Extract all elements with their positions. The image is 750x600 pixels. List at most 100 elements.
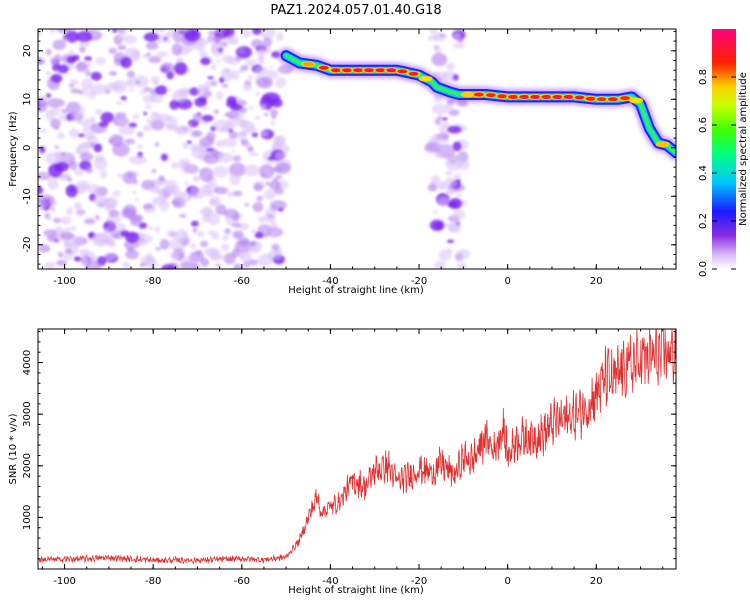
noise-blob bbox=[149, 94, 164, 103]
ridge-core-hot bbox=[473, 92, 484, 97]
noise-blob bbox=[447, 125, 462, 134]
spectrogram-x-axis-label: Height of straight line (km) bbox=[288, 285, 424, 296]
ridge-core-hot bbox=[574, 95, 585, 100]
colorbar-tick-label: 0.8 bbox=[698, 69, 709, 85]
noise-blob bbox=[189, 251, 205, 263]
ridge-core-hot bbox=[519, 94, 530, 99]
noise-blob bbox=[120, 96, 127, 101]
colorbar-gradient bbox=[712, 29, 736, 269]
noise-blob bbox=[261, 131, 269, 137]
noise-blob bbox=[143, 86, 151, 92]
noise-blob bbox=[95, 108, 103, 116]
noise-blob bbox=[48, 163, 63, 178]
noise-blob bbox=[222, 234, 230, 242]
noise-blob bbox=[143, 111, 147, 116]
noise-blob bbox=[200, 57, 211, 66]
noise-blob bbox=[38, 186, 44, 195]
figure-title: PAZ1.2024.057.01.40.G18 bbox=[270, 3, 441, 18]
noise-blob bbox=[268, 180, 281, 190]
noise-blob bbox=[456, 193, 462, 198]
noise-blob bbox=[215, 263, 221, 267]
noise-blob bbox=[132, 190, 137, 195]
ridge-core-hot bbox=[497, 94, 508, 99]
noise-blob bbox=[265, 181, 270, 186]
noise-blob bbox=[429, 29, 438, 35]
noise-blob bbox=[228, 131, 239, 139]
noise-blob bbox=[169, 252, 180, 260]
noise-blob bbox=[107, 223, 117, 232]
ridge-core-hot bbox=[375, 68, 386, 73]
noise-blob bbox=[149, 180, 157, 184]
noise-blob bbox=[46, 98, 65, 108]
heatmap-ridge bbox=[278, 47, 676, 161]
noise-blob bbox=[207, 76, 214, 80]
noise-blob bbox=[159, 238, 170, 250]
noise-blob bbox=[439, 33, 446, 38]
noise-blob bbox=[71, 235, 83, 248]
noise-blob bbox=[209, 196, 222, 207]
noise-blob bbox=[254, 66, 268, 76]
noise-blob bbox=[206, 213, 220, 226]
ridge-core-hot bbox=[563, 94, 574, 99]
noise-blob bbox=[210, 64, 217, 70]
noise-blob bbox=[61, 37, 69, 43]
noise-blob bbox=[237, 47, 245, 55]
noise-blob bbox=[238, 222, 250, 231]
ridge-core-hot bbox=[303, 62, 314, 67]
noise-blob bbox=[446, 239, 455, 244]
ridge-core-hot bbox=[386, 68, 397, 73]
noise-blob bbox=[54, 145, 60, 149]
noise-blob bbox=[49, 29, 56, 34]
noise-blob bbox=[84, 56, 93, 61]
noise-blob bbox=[179, 214, 187, 218]
noise-blob bbox=[200, 240, 209, 248]
noise-blob bbox=[87, 90, 97, 99]
noise-blob bbox=[255, 49, 265, 56]
noise-blob bbox=[199, 136, 215, 147]
noise-blob bbox=[138, 222, 148, 229]
noise-blob bbox=[143, 203, 153, 210]
noise-blob bbox=[276, 32, 284, 41]
noise-blob bbox=[148, 226, 154, 231]
noise-blob bbox=[162, 39, 171, 44]
noise-blob bbox=[219, 35, 226, 40]
noise-blob bbox=[264, 189, 276, 200]
noise-blob bbox=[274, 162, 291, 174]
noise-blob bbox=[125, 79, 132, 87]
noise-blob bbox=[433, 134, 443, 141]
noise-blob bbox=[145, 104, 152, 110]
x-tick-label: -40 bbox=[322, 576, 338, 587]
noise-blob bbox=[256, 76, 273, 89]
colorbar-tick-label: 0.4 bbox=[698, 165, 709, 181]
noise-blob bbox=[57, 64, 69, 74]
noise-blob bbox=[120, 56, 132, 69]
x-tick-label: -100 bbox=[53, 276, 76, 287]
ridge-core-hot bbox=[620, 96, 630, 101]
noise-blob bbox=[231, 248, 241, 258]
noise-blob bbox=[58, 173, 69, 181]
noise-blob bbox=[240, 65, 249, 71]
noise-blob bbox=[254, 116, 261, 121]
noise-blob bbox=[104, 228, 110, 233]
noise-blob bbox=[94, 154, 105, 163]
y-tick-label: 20 bbox=[22, 44, 33, 57]
heatmap-noise-blobs bbox=[38, 29, 471, 269]
noise-blob bbox=[272, 177, 279, 181]
y-tick-label: 1000 bbox=[22, 505, 33, 530]
noise-blob bbox=[192, 175, 201, 182]
noise-blob bbox=[76, 30, 93, 43]
noise-blob bbox=[165, 116, 178, 130]
colorbar-label: Normalized spectral amplitude bbox=[738, 72, 749, 226]
x-tick-label: -60 bbox=[234, 576, 250, 587]
noise-blob bbox=[117, 173, 125, 178]
noise-blob bbox=[231, 149, 236, 153]
spectrogram-y-axis-label: Frequency (Hz) bbox=[8, 111, 19, 187]
noise-blob bbox=[160, 153, 168, 162]
noise-blob bbox=[116, 116, 129, 126]
noise-blob bbox=[60, 232, 75, 240]
colorbar-tick-label: 0.6 bbox=[698, 117, 709, 133]
noise-blob bbox=[437, 181, 448, 190]
noise-blob bbox=[203, 153, 219, 165]
noise-blob bbox=[125, 249, 139, 260]
x-tick-label: -40 bbox=[322, 276, 338, 287]
